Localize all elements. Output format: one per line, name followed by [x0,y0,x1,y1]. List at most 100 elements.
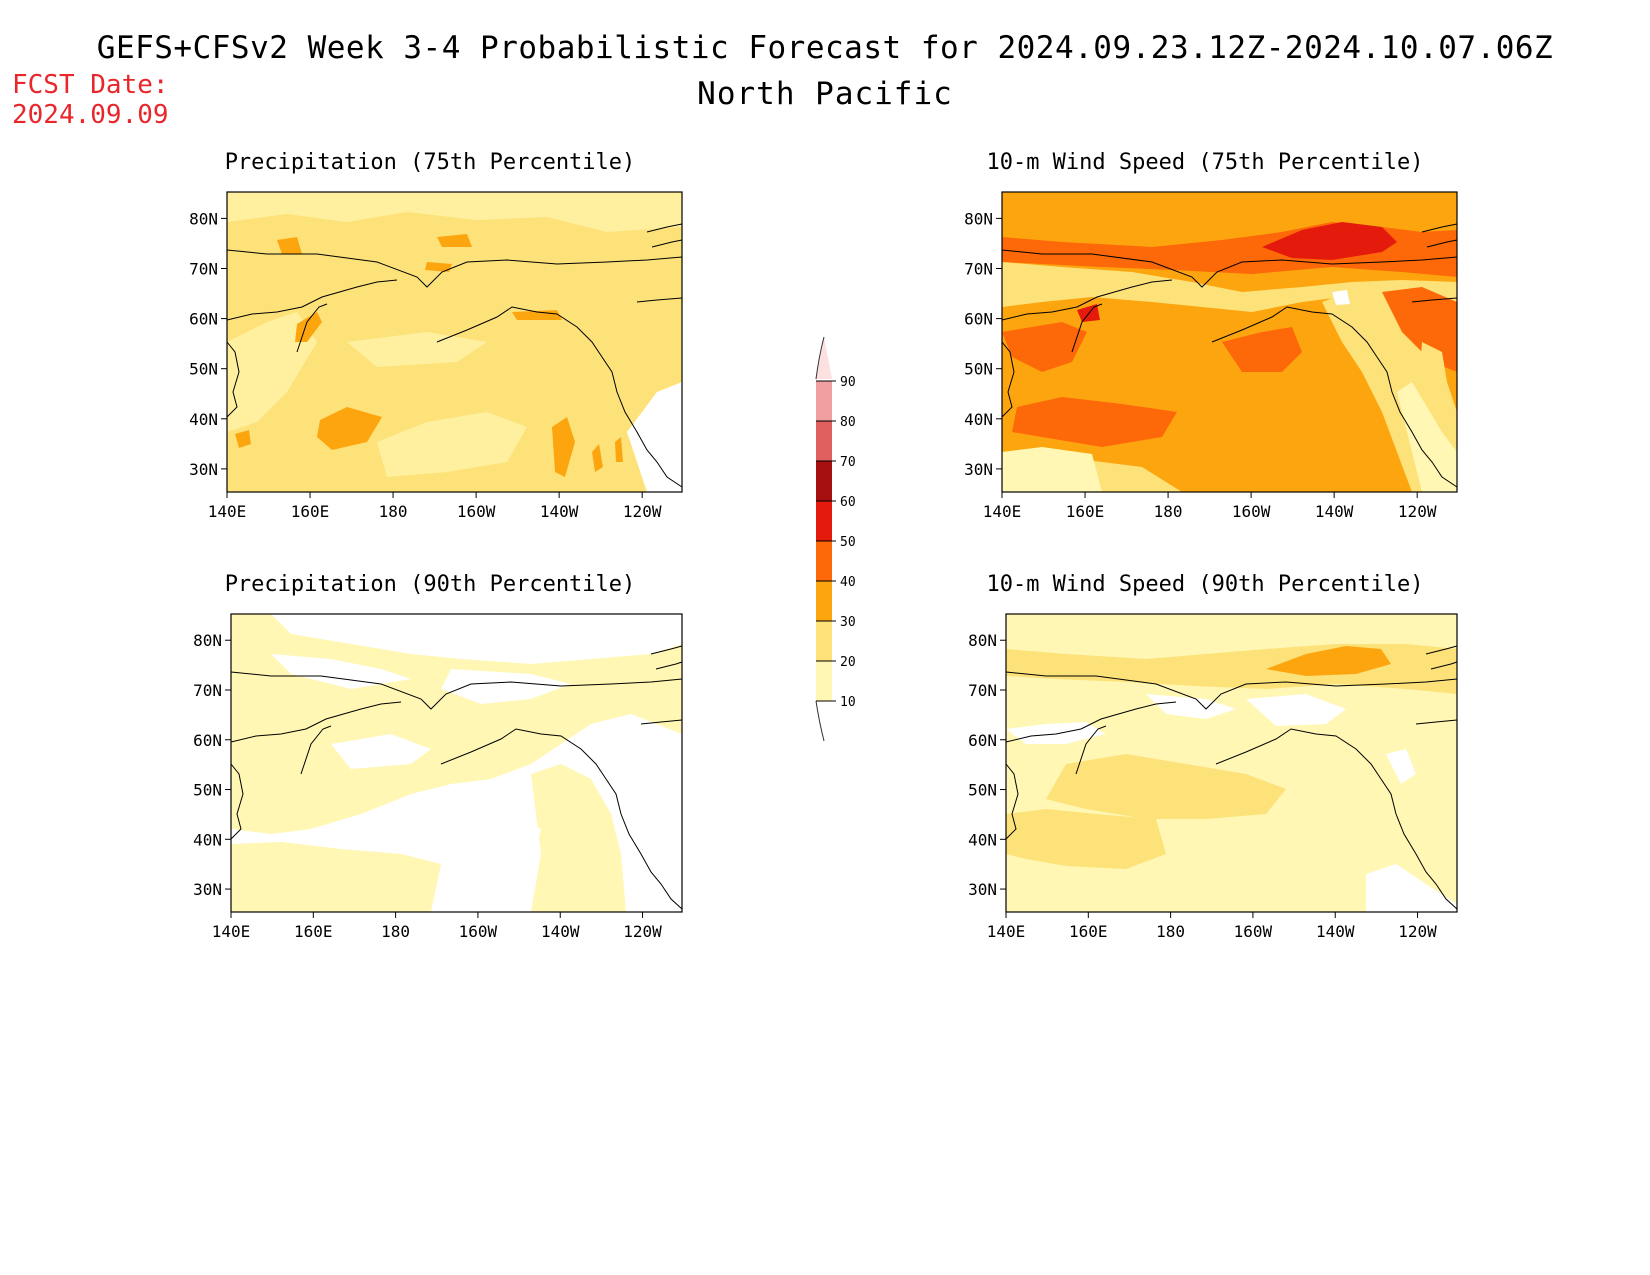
white-patch [1146,694,1236,719]
lat-tick-label: 70N [189,260,218,279]
red-orange-blob [1002,322,1087,372]
panel-title: Precipitation (75th Percentile) [224,150,636,175]
light-region [1002,262,1457,342]
map-frame [230,613,683,913]
coastline [1215,728,1458,910]
light-region [1420,342,1447,402]
coastline [1001,341,1015,418]
panel-title: Precipitation (90th Percentile) [224,572,636,597]
colorbar-swatch [816,381,832,421]
lon-tick-label: 120W [623,922,662,941]
lon-tick-label: 160W [457,502,496,521]
panel-title: 10-m Wind Speed (90th Percentile) [986,572,1424,597]
colorbar-swatch [816,541,832,581]
coastline [230,763,244,840]
colorbar: 90 80 70 60 50 40 30 20 10 [815,336,856,742]
coastline [226,249,683,288]
map-wind-p90: 80N 70N 60N 50N 40N 30N 140E 160E 180 160W 140W 120… [968,613,1458,941]
map-precip-p75: 80N 70N 60N 50N 40N 30N 140E 160E 180 160W 140W 120… [189,191,683,521]
lon-tick-label: 140E [208,502,247,521]
coastline [1211,306,1458,488]
coastline [1001,249,1458,288]
map-wind-p75: 80N 70N 60N 50N 40N 30N 140E 160E 180 160W 140W 120… [964,191,1458,521]
panel-wind-p90: 10-m Wind Speed (90th Percentile) 80N 70N… [955,572,1458,952]
light-region [231,842,441,912]
lat-tick-label: 80N [193,631,222,650]
lon-tick-label: 140E [987,922,1026,941]
coastline [1075,725,1107,775]
lon-tick-label: 160E [294,922,333,941]
colorbar-label: 20 [840,655,856,670]
lon-tick-label: 140W [1316,922,1355,941]
coastline [1005,763,1019,840]
light-region [347,332,487,367]
coastline [226,341,240,418]
colorbar-swatch [816,421,832,461]
coastline [440,728,683,910]
lon-tick-label: 180 [379,502,408,521]
lat-tick-label: 30N [964,460,993,479]
lat-tick-label: 40N [193,830,222,849]
coastline [640,645,683,725]
white-patch [331,734,431,769]
colorbar-label: 90 [840,375,856,390]
lat-tick-label: 50N [968,781,997,800]
lat-tick-label: 50N [189,360,218,379]
lon-tick-label: 120W [1398,922,1437,941]
colorbar-arrow-edge [815,336,825,380]
lon-tick-label: 160E [1066,502,1105,521]
lon-tick-label: 180 [1154,502,1183,521]
coastline [636,223,683,303]
colorbar-label: 30 [840,615,856,630]
colorbar-swatch [816,461,832,501]
lat-tick-label: 60N [193,731,222,750]
figure-title: GEFS+CFSv2 Week 3-4 Probabilistic Foreca… [96,30,1554,66]
red-orange-blob [1012,397,1177,447]
lat-tick-label: 60N [968,731,997,750]
medium-region [1046,754,1286,819]
coastline [1005,701,1177,743]
panel-wind-p75: 10-m Wind Speed (75th Percentile) [955,150,1458,530]
coastline [296,303,328,353]
light-region [531,764,626,912]
lat-tick-label: 70N [968,681,997,700]
white-patch [1332,290,1350,305]
orange-blob [425,262,452,272]
orange-blob [437,234,472,247]
figure-subtitle: North Pacific [697,76,953,112]
white-patch [271,654,411,689]
red-blob [1077,304,1100,322]
map-frame [1001,191,1458,493]
lat-tick-label: 70N [193,681,222,700]
orange-blob [277,237,302,254]
lon-tick-label: 160E [291,502,330,521]
colorbar-label: 60 [840,495,856,510]
colorbar-label: 70 [840,455,856,470]
colorbar-arrow-edge [815,700,825,742]
lon-tick-label: 160E [1069,922,1108,941]
colorbar-swatch [816,661,832,701]
lat-tick-label: 60N [189,310,218,329]
lat-tick-label: 80N [189,209,218,228]
coastline [436,306,683,488]
lat-tick-label: 30N [968,880,997,899]
lat-tick-label: 60N [964,310,993,329]
lon-tick-label: 120W [1398,502,1437,521]
orange-blob [615,437,623,462]
lon-tick-label: 140W [1315,502,1354,521]
coastline [1071,303,1103,353]
colorbar-label: 10 [840,695,856,710]
red-band [1262,222,1397,260]
medium-region [1006,809,1166,869]
orange-band [1266,646,1391,676]
coastline [1411,223,1458,303]
orange-blob [235,430,251,448]
lat-tick-label: 40N [964,410,993,429]
light-region [627,382,682,492]
map-precip-p90: 80N 70N 60N 50N 40N 30N 140E 160E 180 160W 140W 120… [193,613,683,941]
colorbar-swatch [816,621,832,661]
light-region [1397,382,1457,492]
colorbar-label: 50 [840,535,856,550]
white-patch [1386,749,1416,784]
lat-tick-label: 70N [964,260,993,279]
